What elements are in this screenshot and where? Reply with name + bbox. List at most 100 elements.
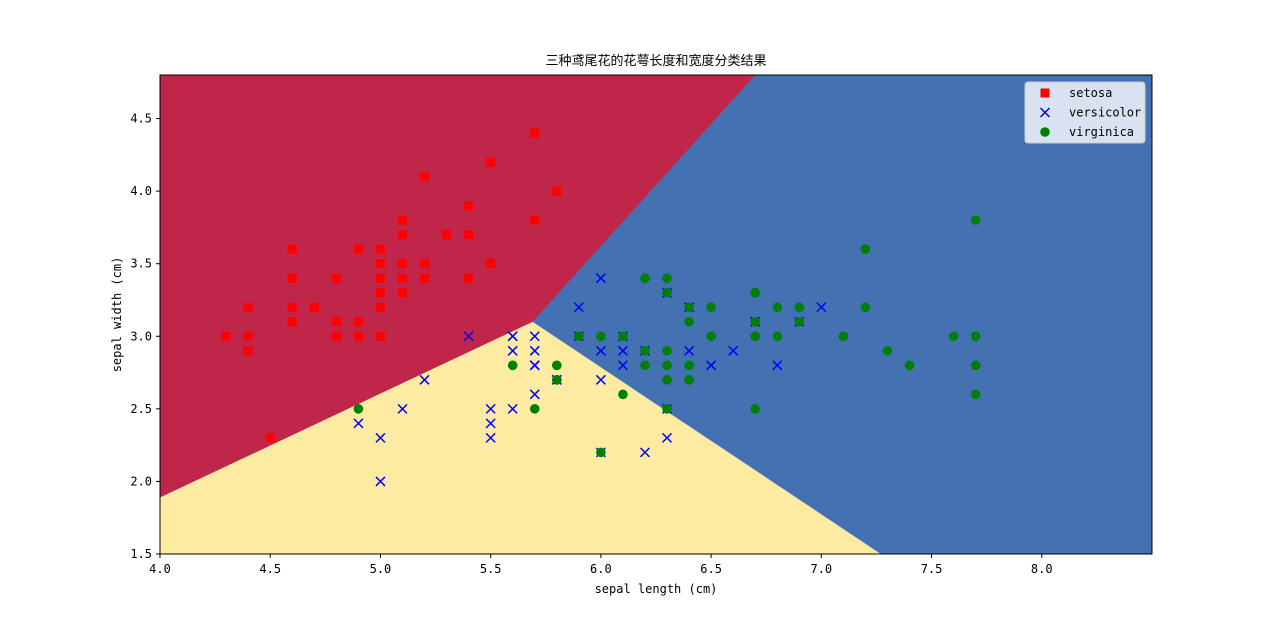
- versicolor-point: [595, 345, 606, 356]
- versicolor-point: [617, 345, 628, 356]
- setosa-point: [442, 230, 452, 240]
- setosa-point: [309, 302, 319, 312]
- setosa-point: [530, 128, 540, 138]
- plot-frame: [159, 74, 1153, 555]
- virginica-point: [662, 273, 672, 284]
- x-tick-label: 7.5: [921, 562, 943, 576]
- versicolor-point: [353, 418, 364, 429]
- setosa-point: [375, 244, 385, 254]
- versicolor-point: [375, 432, 386, 443]
- setosa-point: [375, 331, 385, 341]
- decision-regions: [160, 75, 1152, 554]
- setosa-point: [530, 215, 540, 225]
- legend-marker-versicolor: [1039, 107, 1051, 118]
- setosa-point: [397, 215, 407, 225]
- virginica-point: [970, 389, 981, 400]
- virginica-point: [750, 287, 760, 298]
- setosa-point: [375, 273, 385, 283]
- virginica-point: [772, 302, 783, 313]
- y-tick-label: 3.0: [130, 329, 152, 343]
- setosa-point: [243, 346, 253, 356]
- setosa-point: [353, 331, 363, 341]
- y-axis-label: sepal width (cm): [110, 257, 124, 373]
- y-tick-label: 1.5: [130, 547, 152, 561]
- virginica-point: [684, 360, 694, 371]
- x-tick-label: 6.5: [700, 562, 722, 576]
- virginica-point: [662, 375, 672, 385]
- virginica-point: [794, 316, 805, 327]
- versicolor-point: [816, 302, 827, 313]
- virginica-point: [838, 331, 849, 342]
- versicolor-point: [617, 360, 628, 371]
- x-tick-label: 8.0: [1031, 562, 1053, 576]
- versicolor-point: [419, 374, 430, 385]
- virginica-point: [662, 404, 672, 414]
- virginica-point: [640, 360, 650, 371]
- virginica-point: [970, 360, 981, 371]
- virginica-point: [860, 244, 871, 254]
- virginica-point: [684, 316, 694, 327]
- virginica-point: [529, 404, 540, 414]
- virginica-point: [574, 331, 584, 342]
- x-tick-label: 7.0: [810, 562, 832, 576]
- setosa-point: [464, 230, 474, 240]
- legend-label-setosa: setosa: [1069, 86, 1112, 100]
- y-tick-label: 3.5: [130, 257, 152, 271]
- versicolor-point: [529, 360, 540, 371]
- virginica-point: [750, 331, 760, 342]
- x-axis-ticks: 4.0 4.5 5.0 5.5 6.0 6.5 7.0 7.5 8.0: [149, 554, 1053, 576]
- setosa-point: [243, 302, 253, 312]
- virginica-point: [640, 273, 650, 284]
- y-tick-label: 2.0: [130, 474, 152, 488]
- y-tick-label: 2.5: [130, 402, 152, 416]
- series-setosa: [221, 128, 562, 443]
- virginica-point: [882, 345, 893, 356]
- x-tick-label: 5.0: [370, 562, 392, 576]
- versicolor-point: [507, 403, 518, 414]
- legend-marker-virginica: [1040, 127, 1050, 137]
- versicolor-point: [684, 345, 695, 356]
- virginica-point: [596, 331, 606, 342]
- setosa-point: [420, 172, 430, 182]
- versicolor-point: [706, 360, 717, 371]
- setosa-point: [287, 244, 297, 254]
- versicolor-point: [728, 345, 739, 356]
- virginica-point: [596, 447, 606, 458]
- virginica-point: [552, 375, 562, 385]
- versicolor-point: [485, 432, 496, 443]
- y-axis-ticks: 1.5 2.0 2.5 3.0 3.5 4.0 4.5: [130, 112, 160, 561]
- setosa-point: [375, 302, 385, 312]
- virginica-point: [904, 360, 915, 371]
- versicolor-point: [485, 403, 496, 414]
- legend-label-virginica: virginica: [1069, 125, 1134, 139]
- virginica-point: [948, 331, 959, 342]
- setosa-point: [375, 288, 385, 298]
- setosa-point: [287, 317, 297, 327]
- setosa-point: [331, 317, 341, 327]
- versicolor-point: [507, 331, 518, 342]
- setosa-point: [331, 331, 341, 341]
- x-tick-label: 4.5: [259, 562, 281, 576]
- virginica-point: [970, 331, 981, 342]
- setosa-point: [265, 433, 275, 443]
- virginica-point: [772, 331, 783, 342]
- setosa-point: [464, 201, 474, 211]
- versicolor-point: [507, 345, 518, 356]
- setosa-point: [464, 273, 474, 283]
- region-versicolor: [160, 321, 881, 554]
- setosa-point: [486, 259, 496, 269]
- setosa-point: [287, 302, 297, 312]
- setosa-point: [397, 288, 407, 298]
- virginica-point: [552, 360, 562, 371]
- virginica-point: [618, 331, 628, 342]
- setosa-point: [420, 273, 430, 283]
- virginica-point: [662, 287, 672, 298]
- versicolor-point: [463, 331, 474, 342]
- x-tick-label: 6.0: [590, 562, 612, 576]
- region-setosa: [160, 75, 756, 498]
- versicolor-point: [661, 432, 673, 443]
- virginica-point: [750, 404, 760, 414]
- legend-box: [1024, 81, 1146, 144]
- versicolor-point: [772, 360, 783, 371]
